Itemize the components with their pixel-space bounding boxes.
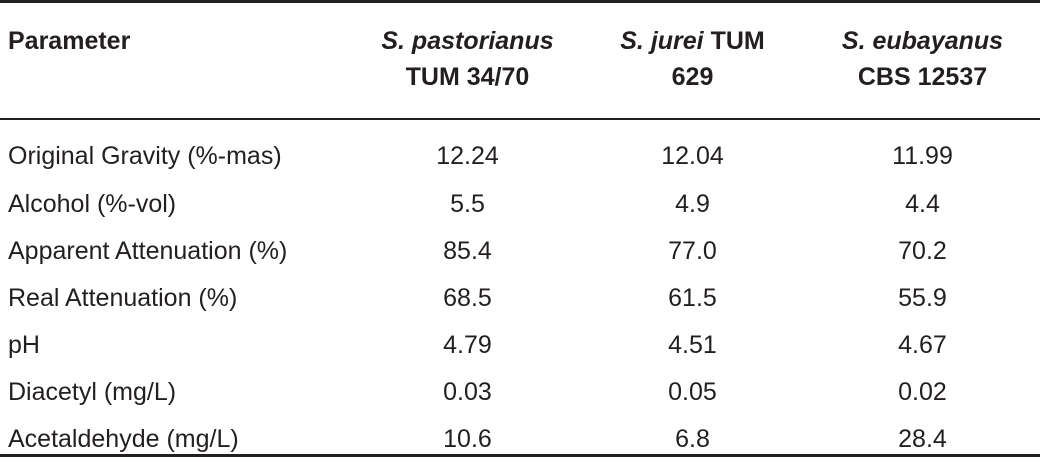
value-cell: 0.03: [443, 378, 492, 406]
value-cell: 70.2: [898, 237, 947, 265]
bottom-rule: [0, 454, 1040, 457]
value-cell: 0.02: [898, 378, 947, 406]
strain-name: S. eubayanus: [841, 27, 1004, 55]
value-cell: 10.6: [443, 425, 492, 453]
parameter-cell: Diacetyl (mg/L): [8, 378, 177, 406]
value-cell: 68.5: [443, 284, 492, 312]
value-cell: 0.05: [668, 378, 717, 406]
table-row: Diacetyl (mg/L) 0.03 0.05 0.02: [0, 369, 1040, 416]
value-cell: 4.9: [675, 190, 710, 218]
strain-id: TUM 34/70: [405, 63, 530, 91]
column-header-eubayanus: S. eubayanus CBS 12537: [805, 3, 1040, 118]
parameter-cell: Alcohol (%-vol): [8, 190, 177, 218]
comparison-table: Parameter S. pastorianus TUM 34/70 S. ju…: [0, 3, 1040, 463]
strain-name: S. pastorianus: [381, 27, 554, 55]
value-cell: 77.0: [668, 237, 717, 265]
parameter-cell: pH: [8, 331, 40, 359]
header-row: Parameter S. pastorianus TUM 34/70 S. ju…: [0, 3, 1040, 118]
table-row: Real Attenuation (%) 68.5 61.5 55.9: [0, 275, 1040, 322]
top-rule: [0, 0, 1040, 3]
value-cell: 61.5: [668, 284, 717, 312]
value-cell: 11.99: [892, 142, 953, 170]
strain-name: S. jurei: [620, 27, 704, 55]
table-row: pH 4.79 4.51 4.67: [0, 322, 1040, 369]
parameter-cell: Acetaldehyde (mg/L): [8, 425, 239, 453]
table-row: Original Gravity (%-mas) 12.24 12.04 11.…: [0, 118, 1040, 181]
column-header-jurei: S. jurei TUM 629: [580, 3, 805, 118]
column-header-parameter: Parameter: [8, 27, 131, 55]
value-cell: 12.04: [661, 142, 724, 170]
value-cell: 55.9: [898, 284, 947, 312]
value-cell: 6.8: [675, 425, 710, 453]
value-cell: 12.24: [436, 142, 499, 170]
header-rule: [0, 118, 1040, 120]
value-cell: 4.79: [443, 331, 492, 359]
value-cell: 4.67: [898, 331, 947, 359]
table-row: Alcohol (%-vol) 5.5 4.9 4.4: [0, 181, 1040, 228]
strain-id: CBS 12537: [857, 63, 988, 91]
column-header-pastorianus: S. pastorianus TUM 34/70: [355, 3, 580, 118]
value-cell: 5.5: [450, 190, 485, 218]
parameter-cell: Original Gravity (%-mas): [8, 142, 282, 170]
parameter-cell: Real Attenuation (%): [8, 284, 238, 312]
value-cell: 4.51: [668, 331, 717, 359]
value-cell: 4.4: [905, 190, 940, 218]
value-cell: 85.4: [443, 237, 492, 265]
strain-id: 629: [671, 63, 714, 91]
table-row: Acetaldehyde (mg/L) 10.6 6.8 28.4: [0, 416, 1040, 463]
strain-name-rest: TUM: [703, 27, 765, 55]
parameter-cell: Apparent Attenuation (%): [8, 237, 288, 265]
value-cell: 28.4: [898, 425, 947, 453]
table-row: Apparent Attenuation (%) 85.4 77.0 70.2: [0, 228, 1040, 275]
